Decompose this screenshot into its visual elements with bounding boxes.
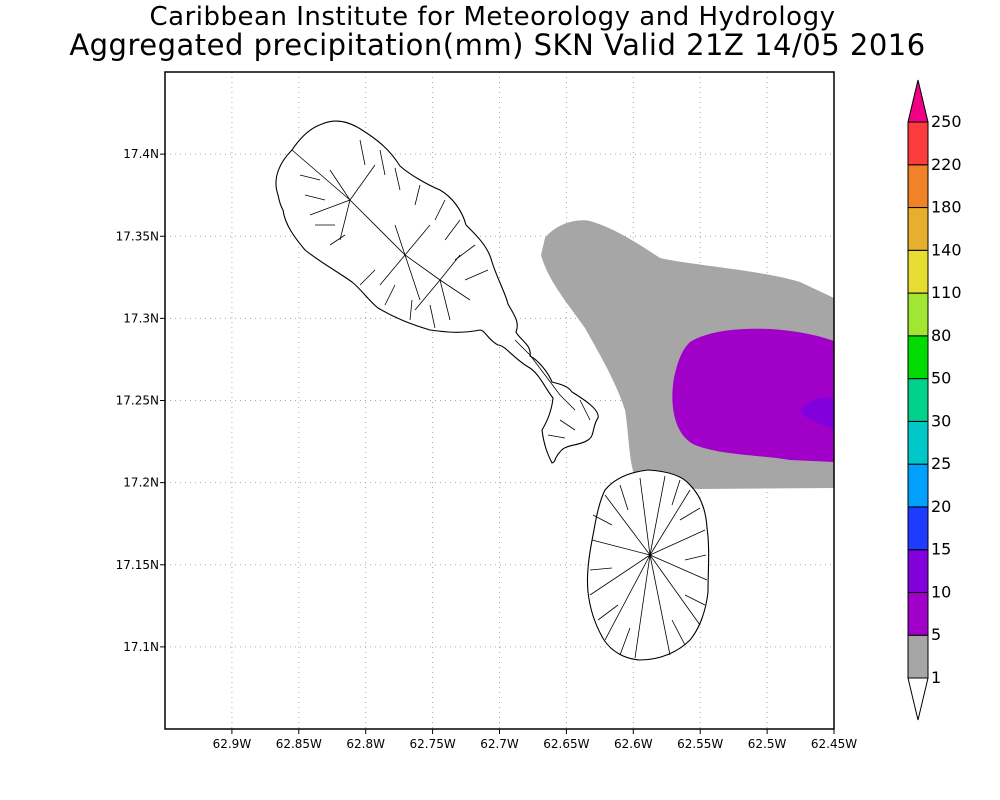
precip-region-5-10mm [672,328,834,462]
colorbar-label: 180 [931,198,962,217]
colorbar-swatch [907,249,929,294]
precip-shading [541,220,834,489]
y-axis: 17.4N 17.35N 17.3N 17.25N 17.2N 17.15N 17.1N [116,147,165,654]
colorbar-label: 1 [931,668,941,687]
colorbar-label: 50 [931,369,951,388]
x-tick-label: 62.85W [276,737,322,751]
colorbar-swatch [907,121,929,166]
colorbar-label: 140 [931,240,962,259]
colorbar-swatch [907,634,929,679]
colorbar-label: 10 [931,582,951,601]
colorbar-swatch [907,335,929,380]
colorbar-label: 5 [931,625,941,644]
colorbar-label: 15 [931,540,951,559]
colorbar-label: 25 [931,454,951,473]
colorbar-bottom-arrow [907,677,929,721]
y-tick-label: 17.1N [123,640,159,654]
colorbar-top-arrow [907,79,929,123]
colorbar-swatch [907,207,929,251]
colorbar-swatch [907,292,929,337]
y-tick-label: 17.15N [116,558,159,572]
precip-region-10-15mm [800,397,834,428]
colorbar-label: 20 [931,497,951,516]
x-tick-label: 62.55W [677,737,723,751]
chart-title-line1: Caribbean Institute for Meteorology and … [149,2,836,32]
x-tick-label: 62.65W [543,737,589,751]
y-tick-label: 17.2N [123,476,159,490]
colorbar-swatch [907,591,929,636]
watershed-lines [291,139,708,659]
y-tick-label: 17.4N [123,147,159,161]
colorbar-swatch [907,463,929,508]
y-tick-label: 17.25N [116,394,159,408]
colorbar-label: 110 [931,283,962,302]
x-tick-label: 62.8W [346,737,385,751]
x-tick-label: 62.6W [614,737,653,751]
st-kitts-coastline [275,120,599,464]
y-tick-label: 17.35N [116,229,159,243]
x-tick-label: 62.7W [480,737,519,751]
colorbar-swatch [907,378,929,422]
colorbar-swatch [907,164,929,209]
x-tick-label: 62.75W [409,737,455,751]
colorbar-label: 80 [931,326,951,345]
x-tick-label: 62.45W [811,737,857,751]
colorbar-swatch [907,549,929,593]
colorbar-label: 30 [931,411,951,430]
colorbar-label: 220 [931,155,962,174]
colorbar-swatch [907,506,929,551]
nevis-coastline [586,469,710,661]
chart-title-line2: Aggregated precipitation(mm) SKN Valid 2… [69,28,926,62]
colorbar-label: 250 [931,112,962,131]
y-tick-label: 17.3N [123,311,159,325]
x-axis: 62.9W 62.85W 62.8W 62.75W 62.7W 62.65W 62.6W 62… [213,729,857,751]
colorbar-swatch [907,420,929,465]
x-tick-label: 62.9W [213,737,252,751]
x-tick-label: 62.5W [748,737,787,751]
